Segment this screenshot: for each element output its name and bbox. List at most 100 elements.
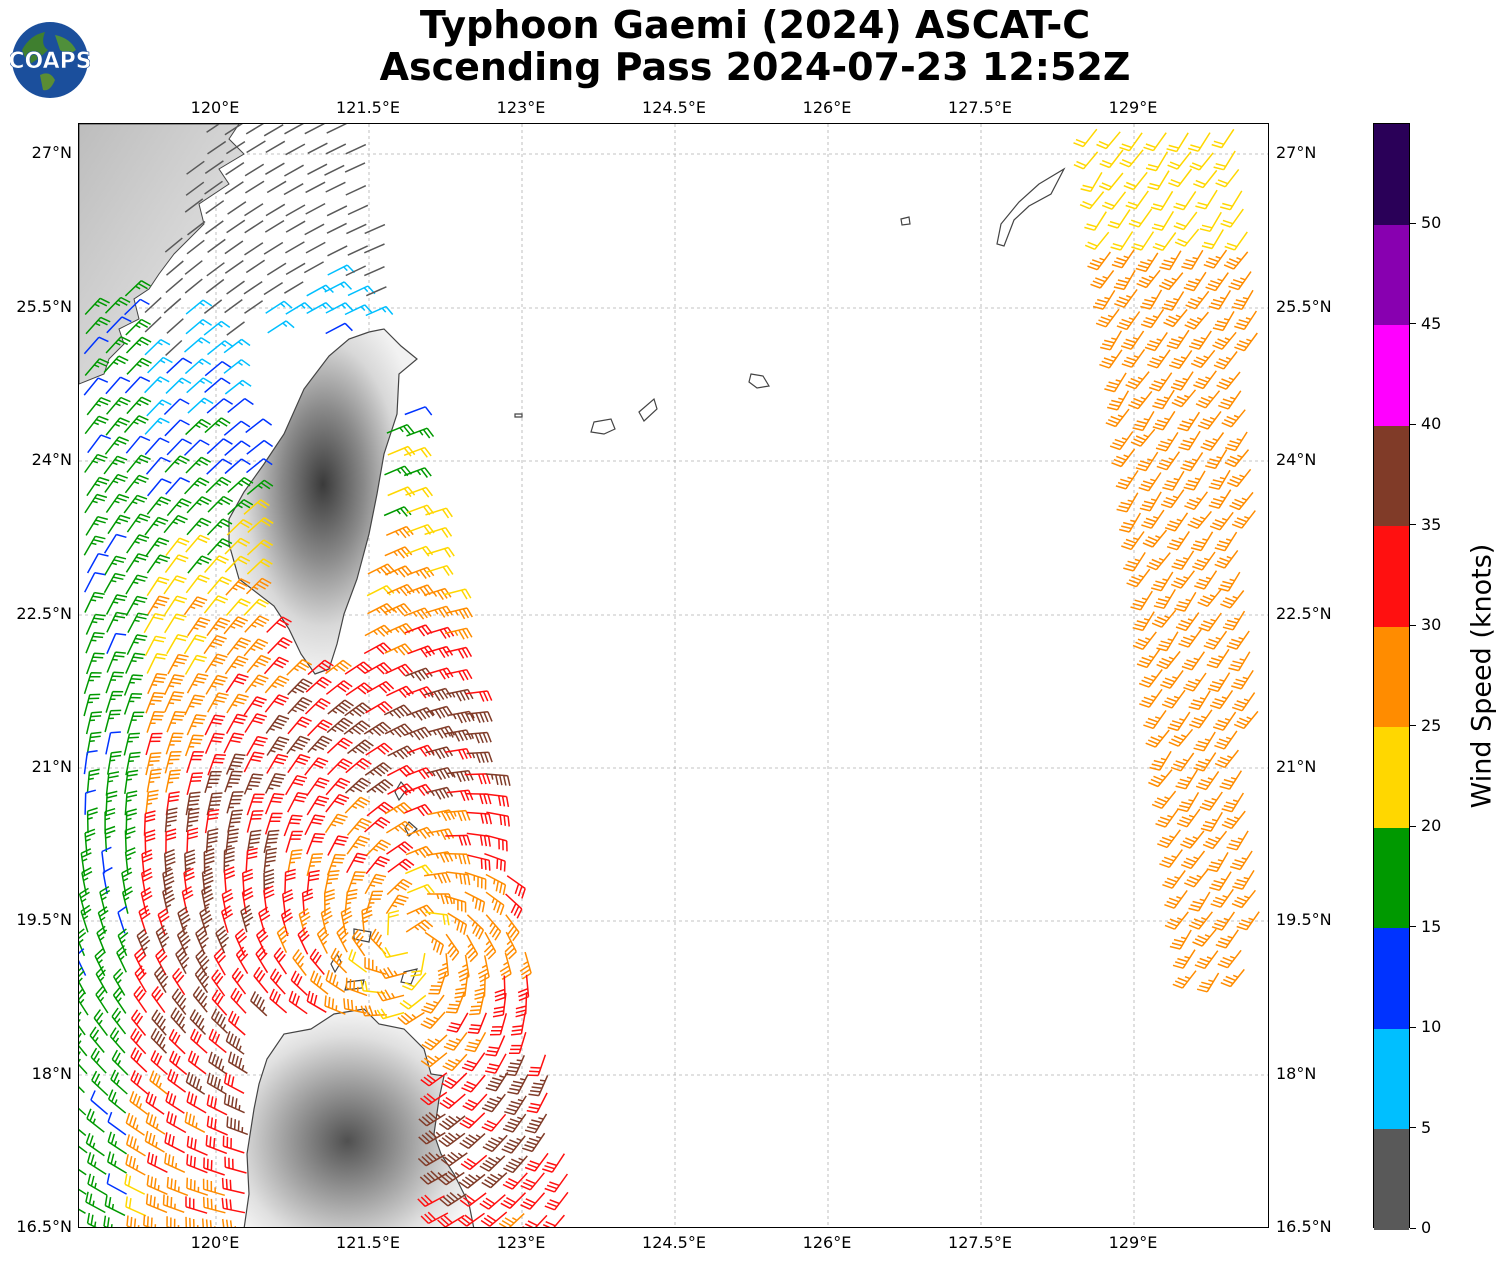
wind-barb xyxy=(323,888,336,915)
wind-barb xyxy=(207,692,229,713)
colorbar-tick-mark xyxy=(1410,725,1416,727)
wind-barb xyxy=(1167,151,1192,170)
wind-barb xyxy=(215,925,230,954)
wind-barb xyxy=(84,828,96,856)
wind-barb xyxy=(105,771,120,796)
lat-label-left: 21°N xyxy=(31,757,72,776)
wind-barb xyxy=(186,160,205,175)
wind-barb xyxy=(466,751,493,764)
wind-barb xyxy=(1155,431,1179,452)
wind-barb xyxy=(505,893,523,919)
wind-barb xyxy=(1207,672,1231,693)
wind-barb xyxy=(144,829,156,856)
wind-barb xyxy=(246,458,273,474)
wind-barb xyxy=(83,749,98,775)
wind-barb xyxy=(1228,651,1251,672)
wind-barb xyxy=(365,839,391,857)
wind-barb xyxy=(125,1196,147,1217)
wind-barb xyxy=(1209,689,1234,710)
wind-barb xyxy=(301,888,314,915)
wind-barb xyxy=(225,1031,245,1055)
wind-barb xyxy=(234,928,248,957)
wind-barb xyxy=(186,751,204,774)
wind-barb xyxy=(95,986,109,1014)
wind-barb xyxy=(124,474,149,494)
wind-barb xyxy=(1178,430,1201,451)
wind-barb xyxy=(326,205,348,217)
wind-barb xyxy=(1201,229,1224,250)
wind-barb xyxy=(203,848,215,875)
wind-barb xyxy=(1140,289,1163,310)
wind-barb xyxy=(528,1075,549,1097)
wind-barb xyxy=(445,607,473,620)
wind-barb xyxy=(195,926,209,954)
wind-barb xyxy=(81,867,93,895)
wind-barb xyxy=(140,867,153,896)
wind-barb xyxy=(244,220,264,234)
wind-barb xyxy=(1131,231,1155,251)
colorbar-tick-mark xyxy=(1410,825,1416,827)
colorbar-tick-mark xyxy=(1410,926,1416,928)
wind-barb xyxy=(1209,511,1234,531)
wind-barb xyxy=(1147,349,1171,369)
wind-barb xyxy=(225,140,246,155)
wind-barb xyxy=(343,998,367,1014)
wind-barb xyxy=(183,634,207,655)
wind-barb xyxy=(171,988,187,1016)
wind-barb xyxy=(485,1053,507,1074)
wind-barb xyxy=(324,813,348,834)
wind-barb xyxy=(1200,432,1225,452)
wind-barb xyxy=(446,789,474,802)
wind-barb xyxy=(186,1091,207,1114)
wind-barb xyxy=(1180,850,1206,870)
wind-barb xyxy=(325,659,352,675)
wind-barb xyxy=(123,732,140,756)
wind-barb xyxy=(1174,228,1200,247)
wind-barb xyxy=(305,241,326,254)
wind-barb xyxy=(1166,329,1190,350)
wind-barb xyxy=(1132,631,1157,650)
wind-barb xyxy=(164,691,185,713)
wind-barb xyxy=(297,926,310,955)
lon-label-bottom: 123°E xyxy=(496,1233,546,1252)
wind-barb xyxy=(1173,190,1197,211)
wind-barb xyxy=(344,661,372,675)
wind-barb xyxy=(126,1215,140,1227)
wind-barb xyxy=(1166,132,1189,153)
wind-barb xyxy=(186,517,212,536)
wind-barb xyxy=(106,750,122,775)
wind-barb xyxy=(125,1154,146,1176)
wind-barb xyxy=(1212,311,1235,332)
wind-barb xyxy=(225,598,251,616)
wind-barb xyxy=(244,203,264,217)
wind-barb xyxy=(330,947,348,974)
wind-barb xyxy=(385,663,413,676)
wind-barb xyxy=(404,406,433,416)
wind-barb xyxy=(265,300,293,314)
wind-barb xyxy=(90,1047,107,1074)
wind-barb xyxy=(1226,630,1250,650)
wind-barb xyxy=(144,417,170,435)
wind-barb xyxy=(87,434,111,454)
wind-barb xyxy=(1090,269,1115,289)
wind-barb xyxy=(1220,590,1245,609)
wind-barb xyxy=(86,476,110,497)
wind-barb xyxy=(325,181,346,193)
wind-barb xyxy=(126,513,151,533)
wind-barb xyxy=(324,869,340,894)
wind-barb xyxy=(1216,371,1241,390)
wind-barb xyxy=(1104,372,1127,393)
wind-barb xyxy=(520,1172,545,1191)
wind-barb xyxy=(213,947,227,976)
wind-barb xyxy=(144,516,169,536)
colorbar-segment xyxy=(1374,827,1409,929)
wind-barb xyxy=(89,1026,105,1053)
wind-barb xyxy=(1170,570,1195,589)
wind-barb xyxy=(184,260,203,275)
wind-barb xyxy=(104,709,122,733)
wind-barb xyxy=(245,259,266,274)
wind-barb xyxy=(1111,448,1136,468)
wind-barb xyxy=(147,478,172,497)
wind-barb xyxy=(345,185,367,196)
wind-barb xyxy=(203,299,223,314)
